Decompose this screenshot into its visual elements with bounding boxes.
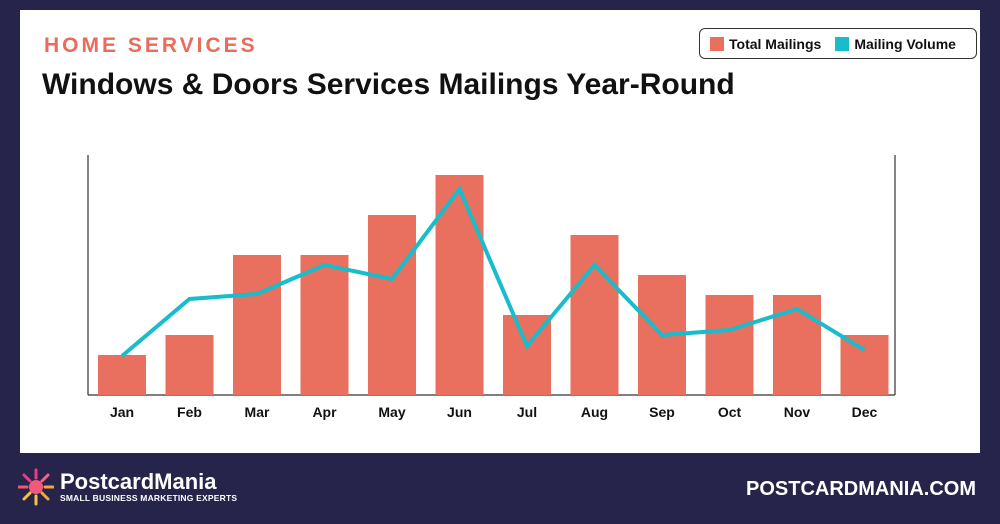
bar-jun bbox=[435, 175, 484, 395]
legend-item-mailing-volume: Mailing Volume bbox=[835, 36, 956, 52]
chart-title: Windows & Doors Services Mailings Year-R… bbox=[42, 68, 735, 101]
x-tick-label: Feb bbox=[177, 404, 202, 420]
legend-item-total-mailings: Total Mailings bbox=[710, 36, 821, 52]
x-tick-label: Dec bbox=[852, 404, 878, 420]
x-tick-label: Jul bbox=[517, 404, 537, 420]
legend-label: Mailing Volume bbox=[854, 35, 956, 52]
brand-logo: PostcardMania SMALL BUSINESS MARKETING E… bbox=[18, 468, 237, 506]
bar-jan bbox=[98, 355, 146, 395]
category-kicker: HOME SERVICES bbox=[44, 34, 258, 57]
bar-aug bbox=[570, 235, 619, 395]
bar-may bbox=[368, 215, 416, 395]
legend-label: Total Mailings bbox=[729, 35, 822, 52]
x-tick-label: Oct bbox=[718, 404, 742, 420]
x-tick-label: Apr bbox=[312, 404, 337, 420]
bar-oct bbox=[705, 295, 754, 395]
bar-apr bbox=[300, 255, 349, 395]
legend-swatch-bar bbox=[710, 36, 724, 51]
legend-swatch-line bbox=[835, 36, 850, 51]
website-link[interactable]: POSTCARDMANIA.COM bbox=[746, 478, 976, 500]
x-tick-label: Aug bbox=[581, 404, 608, 420]
x-tick-label: Sep bbox=[649, 404, 675, 420]
legend: Total Mailings Mailing Volume bbox=[699, 28, 977, 59]
brand-tagline: SMALL BUSINESS MARKETING EXPERTS bbox=[60, 493, 238, 503]
x-tick-label: Nov bbox=[784, 404, 811, 420]
sunburst-logo-icon bbox=[18, 468, 54, 506]
x-tick-label: May bbox=[378, 404, 405, 420]
brand-name: PostcardMania bbox=[60, 469, 217, 494]
mailing-volume-line bbox=[120, 185, 866, 358]
bar-mar bbox=[233, 255, 281, 395]
x-tick-label: Jun bbox=[447, 404, 472, 420]
bar-dec bbox=[840, 335, 889, 395]
bar-feb bbox=[165, 335, 214, 395]
x-tick-label: Jan bbox=[110, 404, 134, 420]
x-tick-label: Mar bbox=[245, 404, 270, 420]
bar-nov bbox=[773, 295, 821, 395]
